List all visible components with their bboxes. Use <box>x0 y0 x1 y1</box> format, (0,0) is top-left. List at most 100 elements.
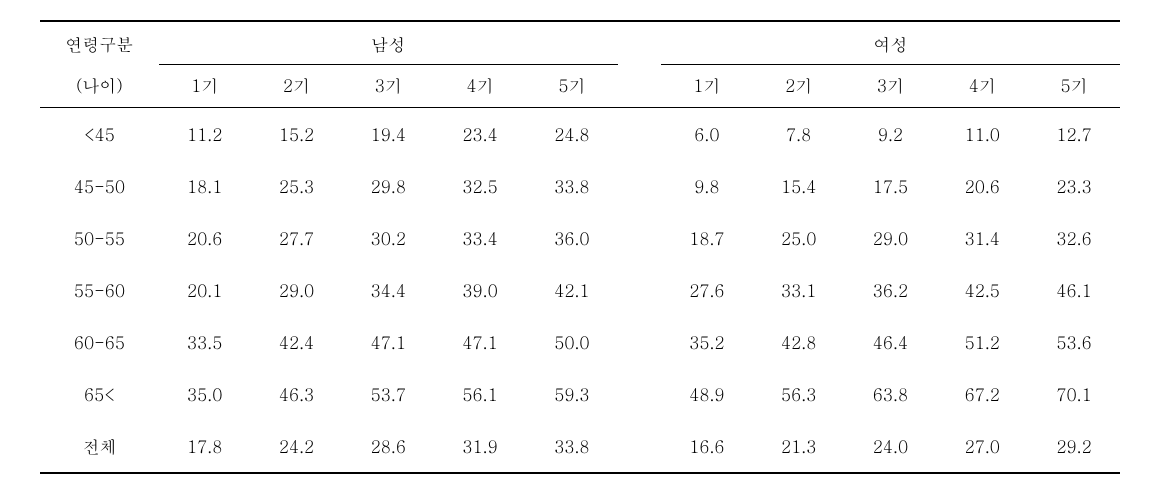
cell: 27.6 <box>661 264 753 316</box>
cell: 33.8 <box>526 420 618 473</box>
cell: 31.4 <box>936 212 1028 264</box>
cell: 15.2 <box>251 108 343 161</box>
gap-cell <box>618 264 661 316</box>
gap-cell <box>618 316 661 368</box>
gap-cell <box>618 368 661 420</box>
cell: 56.3 <box>753 368 845 420</box>
row-label: 50-55 <box>40 212 159 264</box>
cell: 70.1 <box>1028 368 1120 420</box>
cell: 53.7 <box>342 368 434 420</box>
gap-cell <box>618 212 661 264</box>
table-row: 45-50 18.1 25.3 29.8 32.5 33.8 9.8 15.4 … <box>40 160 1120 212</box>
cell: 46.3 <box>251 368 343 420</box>
gap-cell <box>618 420 661 473</box>
cell: 29.8 <box>342 160 434 212</box>
cell: 23.4 <box>434 108 526 161</box>
cell: 20.6 <box>159 212 251 264</box>
cell: 19.4 <box>342 108 434 161</box>
cell: 32.5 <box>434 160 526 212</box>
cell: 47.1 <box>342 316 434 368</box>
cell: 24.0 <box>845 420 937 473</box>
group-header-female: 여성 <box>661 21 1120 65</box>
table-body: <45 11.2 15.2 19.4 23.4 24.8 6.0 7.8 9.2… <box>40 108 1120 474</box>
cell: 20.6 <box>936 160 1028 212</box>
cell: 33.1 <box>753 264 845 316</box>
sub-header: 2기 <box>753 65 845 108</box>
cell: 63.8 <box>845 368 937 420</box>
row-header-line2: (나이) <box>40 65 159 108</box>
cell: 17.8 <box>159 420 251 473</box>
cell: 18.7 <box>661 212 753 264</box>
sub-header: 4기 <box>434 65 526 108</box>
cell: 36.0 <box>526 212 618 264</box>
sub-header: 4기 <box>936 65 1028 108</box>
cell: 17.5 <box>845 160 937 212</box>
cell: 11.2 <box>159 108 251 161</box>
cell: 47.1 <box>434 316 526 368</box>
cell: 56.1 <box>434 368 526 420</box>
cell: 27.0 <box>936 420 1028 473</box>
cell: 67.2 <box>936 368 1028 420</box>
cell: 25.3 <box>251 160 343 212</box>
sub-header: 1기 <box>661 65 753 108</box>
sub-header: 3기 <box>845 65 937 108</box>
cell: 29.2 <box>1028 420 1120 473</box>
cell: 18.1 <box>159 160 251 212</box>
table-row: 60-65 33.5 42.4 47.1 47.1 50.0 35.2 42.8… <box>40 316 1120 368</box>
cell: 9.8 <box>661 160 753 212</box>
cell: 59.3 <box>526 368 618 420</box>
data-table: 연령구분 남성 여성 (나이) 1기 2기 3기 4기 5기 1기 2기 3기 … <box>40 20 1120 474</box>
cell: 20.1 <box>159 264 251 316</box>
sub-header: 3기 <box>342 65 434 108</box>
row-label: 55-60 <box>40 264 159 316</box>
row-label: 60-65 <box>40 316 159 368</box>
table-row: <45 11.2 15.2 19.4 23.4 24.8 6.0 7.8 9.2… <box>40 108 1120 161</box>
cell: 21.3 <box>753 420 845 473</box>
table-header: 연령구분 남성 여성 (나이) 1기 2기 3기 4기 5기 1기 2기 3기 … <box>40 21 1120 108</box>
cell: 12.7 <box>1028 108 1120 161</box>
cell: 7.8 <box>753 108 845 161</box>
cell: 27.7 <box>251 212 343 264</box>
gap-cell <box>618 108 661 161</box>
cell: 34.4 <box>342 264 434 316</box>
cell: 33.5 <box>159 316 251 368</box>
cell: 50.0 <box>526 316 618 368</box>
cell: 39.0 <box>434 264 526 316</box>
cell: 15.4 <box>753 160 845 212</box>
gap-cell <box>618 65 661 108</box>
row-label: 전체 <box>40 420 159 473</box>
cell: 33.4 <box>434 212 526 264</box>
cell: 23.3 <box>1028 160 1120 212</box>
sub-header: 5기 <box>526 65 618 108</box>
cell: 51.2 <box>936 316 1028 368</box>
cell: 42.5 <box>936 264 1028 316</box>
cell: 32.6 <box>1028 212 1120 264</box>
cell: 42.4 <box>251 316 343 368</box>
table-row: 55-60 20.1 29.0 34.4 39.0 42.1 27.6 33.1… <box>40 264 1120 316</box>
cell: 42.1 <box>526 264 618 316</box>
cell: 25.0 <box>753 212 845 264</box>
sub-header: 2기 <box>251 65 343 108</box>
gap-cell <box>618 21 661 65</box>
cell: 24.8 <box>526 108 618 161</box>
cell: 24.2 <box>251 420 343 473</box>
cell: 29.0 <box>845 212 937 264</box>
cell: 48.9 <box>661 368 753 420</box>
cell: 36.2 <box>845 264 937 316</box>
row-label: 65< <box>40 368 159 420</box>
cell: 46.1 <box>1028 264 1120 316</box>
cell: 29.0 <box>251 264 343 316</box>
sub-header: 1기 <box>159 65 251 108</box>
group-header-male: 남성 <box>159 21 618 65</box>
row-header-line1: 연령구분 <box>40 21 159 65</box>
row-label: 45-50 <box>40 160 159 212</box>
cell: 31.9 <box>434 420 526 473</box>
cell: 11.0 <box>936 108 1028 161</box>
cell: 16.6 <box>661 420 753 473</box>
gap-cell <box>618 160 661 212</box>
cell: 6.0 <box>661 108 753 161</box>
row-label: <45 <box>40 108 159 161</box>
cell: 33.8 <box>526 160 618 212</box>
table-row: 65< 35.0 46.3 53.7 56.1 59.3 48.9 56.3 6… <box>40 368 1120 420</box>
cell: 42.8 <box>753 316 845 368</box>
